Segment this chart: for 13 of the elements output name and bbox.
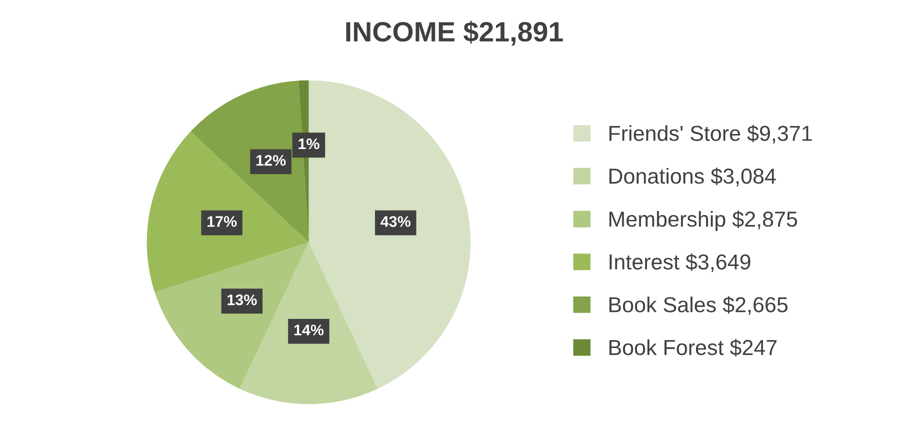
data-label: 17%: [207, 216, 237, 227]
legend-label: Membership $2,875: [609, 210, 798, 232]
data-label: 1%: [298, 138, 320, 150]
legend-label: Interest $3,649: [610, 253, 750, 272]
data-label: 14%: [294, 324, 324, 336]
legend-label: Friends' Store $9,371: [609, 124, 812, 144]
data-label: 12%: [256, 154, 286, 166]
legend-label: Book Forest $247: [609, 339, 777, 356]
legend-label: Donations $3,084: [609, 168, 776, 186]
chart-title: INCOME $21,891: [346, 20, 563, 46]
data-label: 43%: [380, 216, 411, 227]
legend-label: Book Sales $2,665: [609, 296, 788, 315]
data-label: 13%: [228, 294, 257, 306]
